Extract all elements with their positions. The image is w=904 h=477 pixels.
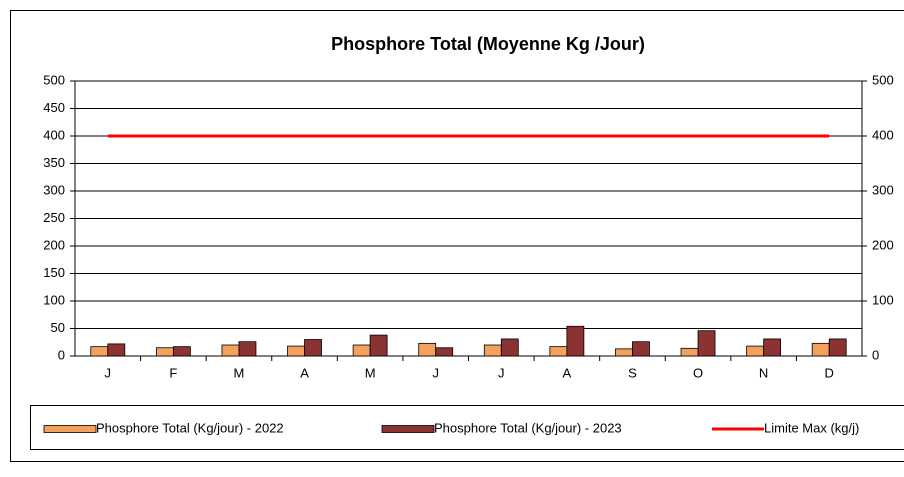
bar: [222, 345, 239, 356]
y2-tick-label: 200: [872, 237, 894, 252]
bar: [370, 335, 387, 356]
bar: [812, 343, 829, 356]
x-tick-label: A: [563, 365, 572, 380]
y-tick-label: 50: [51, 320, 65, 335]
x-tick-label: D: [825, 365, 834, 380]
bar: [501, 339, 518, 356]
bar: [681, 348, 698, 356]
x-tick-label: J: [432, 365, 439, 380]
legend-swatch: [44, 426, 96, 433]
x-tick-label: F: [169, 365, 177, 380]
bar: [550, 347, 567, 356]
y-tick-label: 250: [43, 210, 65, 225]
y-tick-label: 450: [43, 100, 65, 115]
x-tick-label: M: [365, 365, 376, 380]
chart-title: Phosphore Total (Moyenne Kg /Jour): [331, 34, 645, 54]
y-tick-label: 500: [43, 72, 65, 87]
bar: [484, 345, 501, 356]
bar: [173, 347, 190, 356]
bar: [567, 326, 584, 356]
bar: [436, 348, 453, 356]
x-tick-label: S: [628, 365, 637, 380]
bar: [305, 340, 322, 357]
bar: [747, 346, 764, 356]
bar: [91, 347, 108, 356]
x-tick-label: N: [759, 365, 768, 380]
y2-tick-label: 300: [872, 182, 894, 197]
x-tick-label: O: [693, 365, 703, 380]
legend-label: Phosphore Total (Kg/jour) - 2022: [96, 420, 284, 435]
y-tick-label: 400: [43, 127, 65, 142]
y2-tick-label: 100: [872, 292, 894, 307]
x-tick-label: A: [300, 365, 309, 380]
bar: [239, 342, 256, 356]
bar: [419, 343, 436, 356]
y2-tick-label: 0: [872, 347, 879, 362]
y-tick-label: 350: [43, 155, 65, 170]
y-tick-label: 150: [43, 265, 65, 280]
y-tick-label: 300: [43, 182, 65, 197]
bar: [698, 331, 715, 356]
y2-tick-label: 500: [872, 72, 894, 87]
x-tick-label: M: [234, 365, 245, 380]
legend-label: Phosphore Total (Kg/jour) - 2023: [434, 420, 622, 435]
y-tick-label: 200: [43, 237, 65, 252]
legend-swatch: [382, 426, 434, 433]
bar: [632, 342, 649, 356]
bar: [288, 346, 305, 356]
bar: [615, 349, 632, 356]
bar: [156, 348, 173, 356]
y-tick-label: 0: [58, 347, 65, 362]
x-tick-label: J: [105, 365, 112, 380]
bar: [353, 345, 370, 356]
y2-tick-label: 400: [872, 127, 894, 142]
legend-label: Limite Max (kg/j): [764, 420, 859, 435]
bar: [764, 339, 781, 356]
chart-frame: [11, 11, 904, 462]
bar: [829, 339, 846, 356]
x-tick-label: J: [498, 365, 505, 380]
bar: [108, 344, 125, 356]
y-tick-label: 100: [43, 292, 65, 307]
